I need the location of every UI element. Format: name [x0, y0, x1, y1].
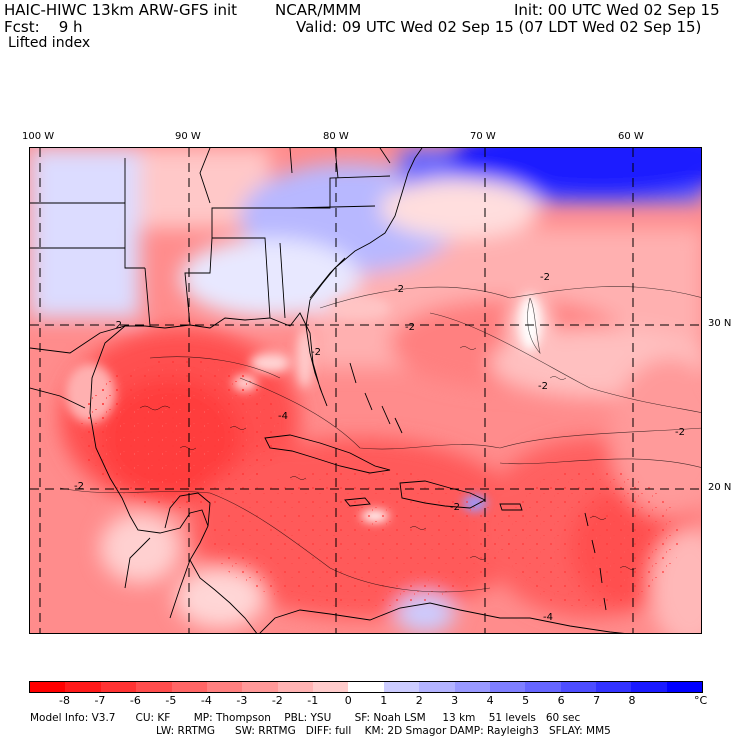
- colorbar-tick-label: 0: [344, 694, 352, 707]
- contour-label: -2: [311, 347, 321, 358]
- init-time: Init: 00 UTC Wed 02 Sep 15: [514, 1, 720, 19]
- colorbar-swatch: [419, 682, 455, 692]
- contour-label: -2: [450, 502, 460, 513]
- lon-label-80w: 80 W: [323, 131, 349, 142]
- coastlines: [30, 148, 625, 633]
- lon-label-90w: 90 W: [175, 131, 201, 142]
- contour-label: -2: [112, 320, 122, 331]
- lifted-index-map: -2 -2 -2 -2 -2 -2 -2 -2 -4 -4 -2: [29, 147, 702, 634]
- colorbar-tick-label: 5: [522, 694, 530, 707]
- colorbar-tick-label: -8: [58, 694, 70, 707]
- lon-label-70w: 70 W: [470, 131, 496, 142]
- colorbar-tick-label: 7: [593, 694, 601, 707]
- colorbar-tick-label: -3: [236, 694, 248, 707]
- colorbar-swatch: [454, 682, 490, 692]
- colorbar-swatch: [242, 682, 278, 692]
- colorbar-swatch: [136, 682, 172, 692]
- colorbar-tick-label: -4: [200, 694, 212, 707]
- colorbar-swatch: [525, 682, 561, 692]
- colorbar-swatch: [171, 682, 207, 692]
- model-title: HAIC-HIWC 13km ARW-GFS init: [4, 1, 238, 19]
- colorbar-swatch: [206, 682, 243, 692]
- colorbar-swatch: [666, 682, 703, 692]
- colorbar-swatch: [100, 682, 137, 692]
- colorbar-swatch: [631, 682, 667, 692]
- contour-squiggles: [139, 346, 637, 570]
- colorbar-tick-label: 8: [628, 694, 636, 707]
- contour-label: -2: [675, 427, 685, 438]
- colorbar-tick-label: -6: [129, 694, 141, 707]
- valid-time: Valid: 09 UTC Wed 02 Sep 15 (07 LDT Wed …: [296, 18, 702, 36]
- colorbar-swatch: [348, 682, 384, 692]
- colorbar-swatch: [596, 682, 632, 692]
- colorbar-swatch: [277, 682, 313, 692]
- colorbar-tick-label: -7: [94, 694, 106, 707]
- contour-label: -2: [540, 272, 550, 283]
- lon-label-100w: 100 W: [22, 131, 55, 142]
- contour-label: -2: [74, 481, 84, 492]
- forecast-hour: Fcst: 9 h: [4, 18, 83, 36]
- model-info-line2: LW: RRTMG SW: RRTMG DIFF: full KM: 2D Sm…: [156, 725, 611, 737]
- colorbar-unit: °C: [694, 694, 708, 707]
- contour-label: -2: [405, 322, 415, 333]
- lat-label-30n: 30 N: [708, 318, 732, 329]
- colorbar-tick-label: 4: [486, 694, 494, 707]
- colorbar-tick-label: -2: [271, 694, 283, 707]
- center-label: NCAR/MMM: [275, 1, 362, 19]
- lat-lon-grid: [30, 148, 701, 633]
- lon-label-60w: 60 W: [618, 131, 644, 142]
- colorbar-swatch: [560, 682, 596, 692]
- colorbar-tick-label: 6: [557, 694, 565, 707]
- colorbar: [29, 681, 703, 693]
- colorbar-tick-label: 3: [451, 694, 459, 707]
- contour-label: -2: [538, 381, 548, 392]
- colorbar-swatch: [313, 682, 349, 692]
- colorbar-tick-label: -1: [307, 694, 319, 707]
- colorbar-tick-label: 1: [380, 694, 388, 707]
- colorbar-swatch: [30, 682, 66, 692]
- contour-label: -4: [543, 612, 553, 623]
- contour-lines: [59, 286, 701, 593]
- contour-label: -2: [394, 284, 404, 295]
- model-info-line1: Model Info: V3.7 CU: KF MP: Thompson PBL…: [30, 712, 581, 724]
- contour-label: -4: [278, 411, 288, 422]
- colorbar-swatch: [383, 682, 420, 692]
- colorbar-swatch: [65, 682, 101, 692]
- lat-label-20n: 20 N: [708, 482, 732, 493]
- colorbar-swatch: [489, 682, 526, 692]
- colorbar-tick-label: -5: [165, 694, 177, 707]
- field-name: Lifted index: [8, 35, 91, 51]
- colorbar-tick-label: 2: [415, 694, 423, 707]
